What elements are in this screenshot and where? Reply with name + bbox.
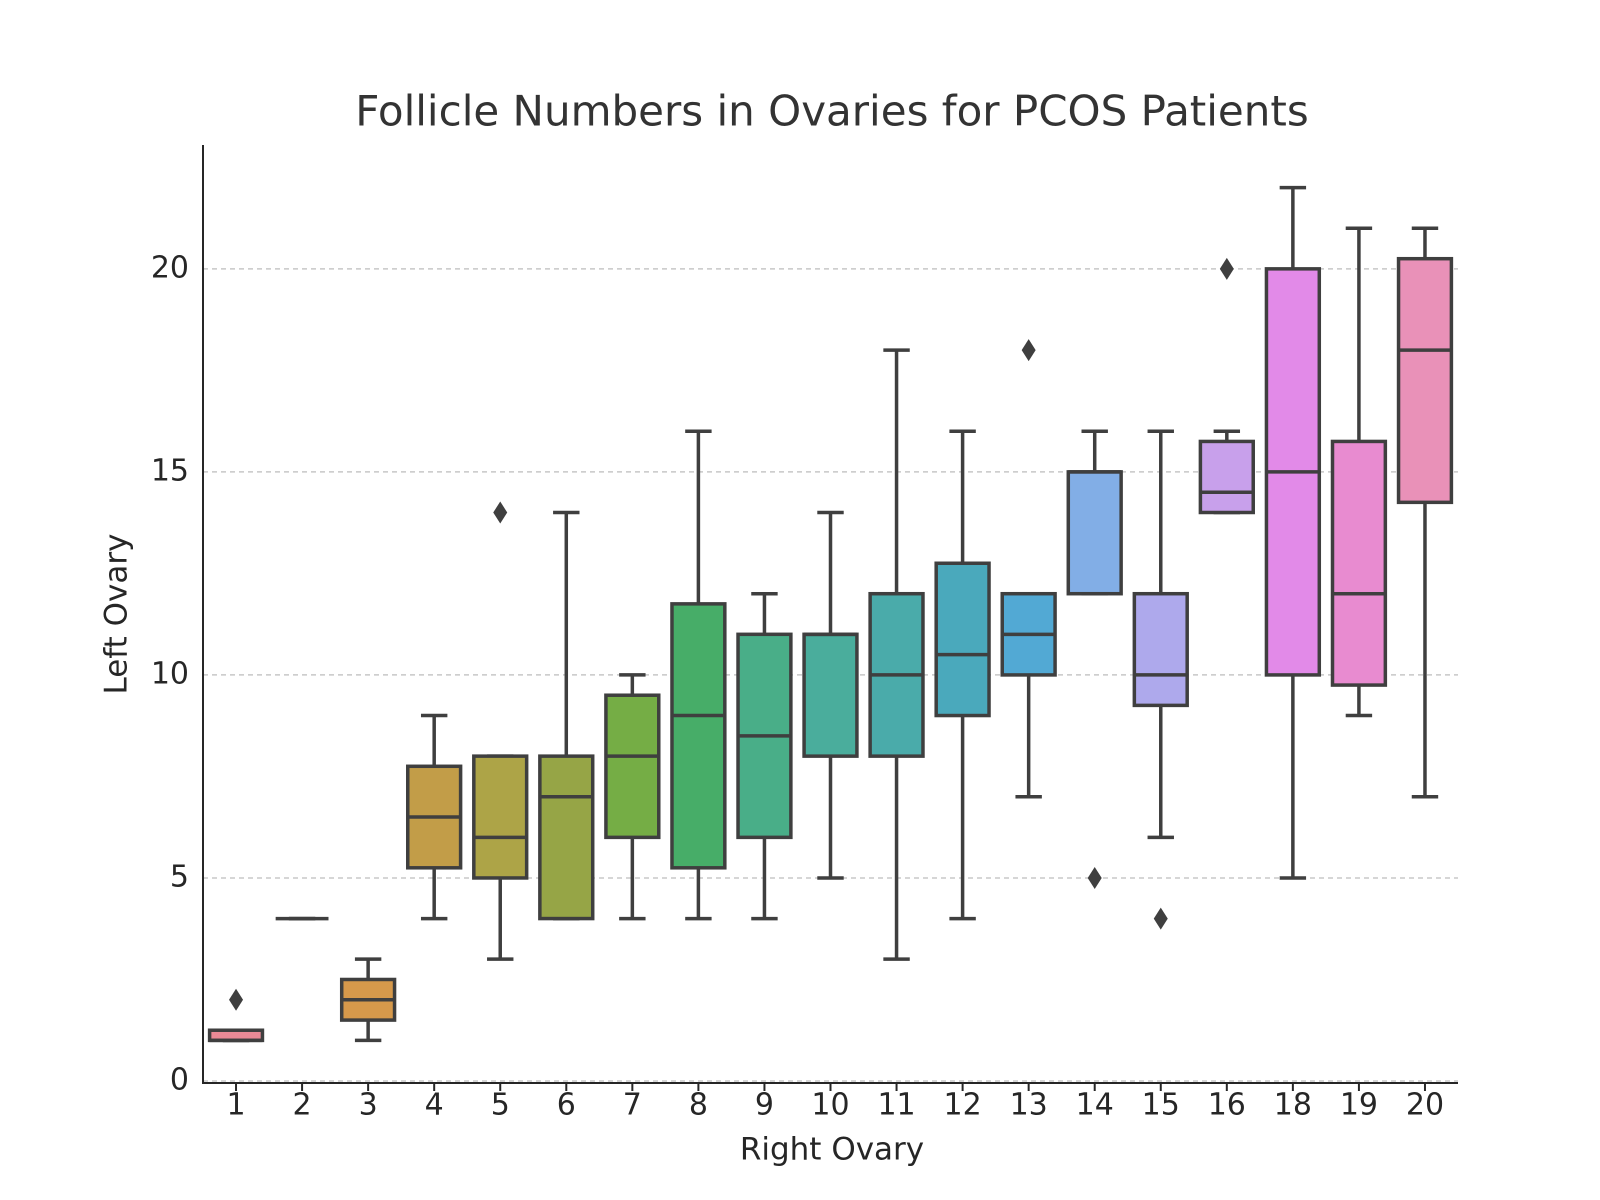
x-tick-label: 12: [944, 1088, 982, 1123]
x-tick-label: 10: [811, 1088, 849, 1123]
y-axis-label: Left Ovary: [99, 533, 135, 694]
x-tick-label: 11: [877, 1088, 915, 1123]
chart-title: Follicle Numbers in Ovaries for PCOS Pat…: [355, 87, 1309, 136]
x-tick-label: 19: [1340, 1088, 1378, 1123]
outlier: [1153, 907, 1168, 930]
box: [670, 602, 727, 870]
x-tick-label: 5: [491, 1088, 510, 1123]
y-tick-label: 0: [170, 1063, 189, 1098]
x-tick-label: 16: [1208, 1088, 1246, 1123]
x-tick-label: 8: [689, 1088, 708, 1123]
x-tick-label: 15: [1142, 1088, 1180, 1123]
box: [1198, 439, 1255, 515]
x-tick-label: 9: [755, 1088, 774, 1123]
y-tick-label: 15: [151, 453, 189, 488]
outlier: [493, 501, 508, 524]
x-tick-label: 14: [1076, 1088, 1114, 1123]
y-tick-label: 10: [151, 656, 189, 691]
box: [802, 632, 859, 758]
box: [472, 754, 529, 880]
outlier: [229, 988, 244, 1011]
x-tick-label: 3: [359, 1088, 378, 1123]
x-tick-label: 18: [1274, 1088, 1312, 1123]
box: [1396, 256, 1454, 505]
outlier: [1219, 257, 1234, 280]
x-tick-label: 4: [425, 1088, 444, 1123]
x-tick-label: 6: [557, 1088, 576, 1123]
y-tick-label: 20: [151, 250, 189, 285]
box: [1132, 591, 1189, 708]
outlier: [1021, 339, 1036, 362]
box: [1330, 439, 1388, 687]
x-tick-label: 1: [226, 1088, 245, 1123]
box: [934, 561, 991, 718]
x-tick-label: 2: [293, 1088, 312, 1123]
x-axis-label: Right Ovary: [740, 1132, 924, 1168]
x-tick-label: 13: [1010, 1088, 1048, 1123]
box: [604, 693, 661, 840]
outlier: [1087, 866, 1102, 889]
y-tick-label: 5: [170, 859, 189, 894]
x-tick-label: 20: [1406, 1088, 1444, 1123]
x-tick-label: 7: [623, 1088, 642, 1123]
box: [1066, 470, 1123, 596]
box: [538, 754, 595, 921]
